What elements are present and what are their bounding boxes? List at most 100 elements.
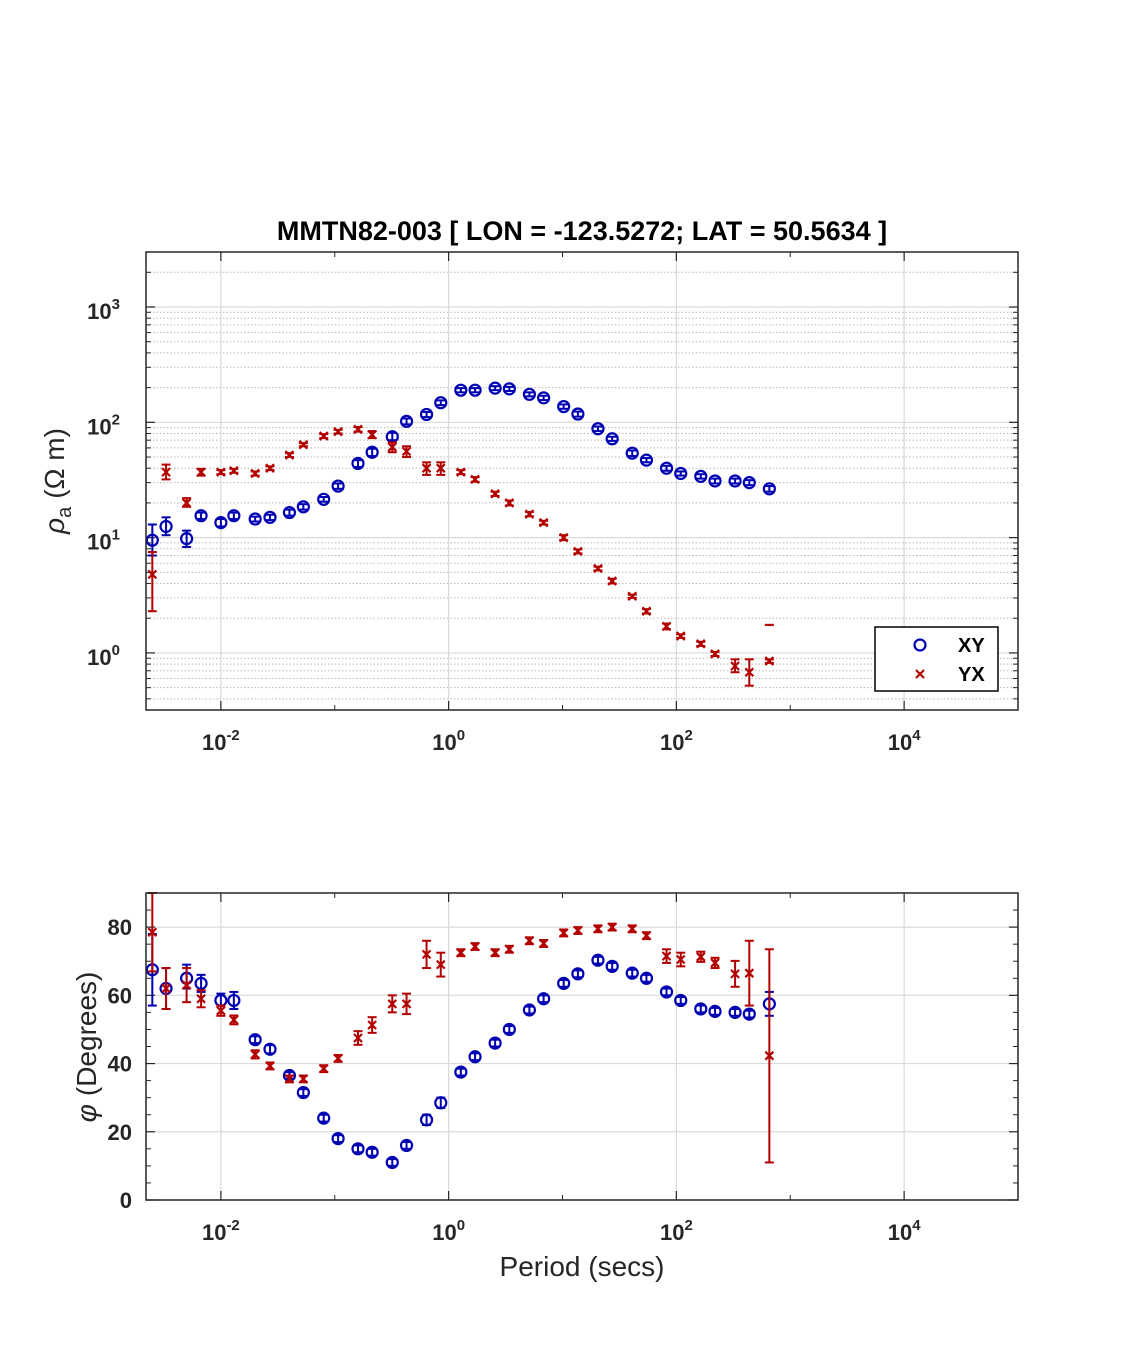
rho-yx-point (284, 450, 295, 460)
rho-yx-point-stroke (696, 639, 706, 649)
phi-yx-point (284, 1074, 295, 1084)
phi-xy-point (419, 1113, 434, 1127)
phi-symbol: φ (71, 1104, 102, 1122)
phi-yx-point-stroke (367, 1020, 377, 1030)
phi-xy-point (742, 1007, 756, 1021)
rho-yx-point-stroke (593, 563, 603, 574)
resistivity-data-marks (145, 381, 776, 687)
rho-xy-point (557, 399, 571, 414)
rho-yx-point-stroke (524, 509, 535, 519)
phi-xy-point (639, 971, 654, 985)
rho-xy-point (728, 474, 742, 488)
rho-x-tick-label: 100 (432, 727, 465, 755)
rho-y-tick-label: 103 (87, 296, 120, 324)
phi-yx-point (318, 1063, 329, 1074)
phi-yx-point-stroke (298, 1074, 309, 1084)
phi-yx-point (470, 941, 480, 952)
phi-yx-point (265, 1061, 275, 1071)
rho-unit: (Ω m) (39, 428, 70, 499)
phi-yx-point (250, 1049, 260, 1060)
rho-y-tick-label: 102 (87, 411, 120, 439)
phi-y-tick-label: 20 (108, 1120, 132, 1145)
rho-xy-point (282, 505, 297, 520)
phi-xy-point (488, 1036, 502, 1050)
phi-yx-point-stroke (764, 1050, 775, 1061)
phi-yx-point-stroke (284, 1074, 295, 1084)
rho-xy-point (762, 482, 776, 496)
phi-xy-point (468, 1050, 482, 1064)
legend-yx-label: YX (958, 664, 985, 686)
rho-yx-point (607, 576, 617, 586)
legend: XY YX (874, 626, 999, 692)
phi-yx-point-stroke (696, 952, 706, 962)
rho-yx-point (265, 463, 275, 473)
phi-xy-point (674, 993, 688, 1008)
rho-yx-point-stroke (710, 649, 720, 659)
phi-xy-point (694, 1002, 708, 1016)
rho-symbol: ρ (39, 518, 70, 535)
rho-xy-point (159, 519, 173, 534)
phi-yx-point (387, 999, 398, 1009)
rho-x-tick-label: 104 (888, 727, 921, 755)
rho-yx-point (710, 649, 720, 659)
rho-yx-point (641, 606, 652, 617)
phi-yx-point-stroke (627, 924, 638, 934)
phi-yx-point (196, 993, 206, 1004)
phi-yx-point (490, 947, 500, 958)
rho-xy-point (694, 469, 708, 483)
rho-y-tick-label: 101 (87, 527, 120, 555)
rho-yx-point-stroke (265, 463, 275, 473)
rho-xy-point (591, 422, 605, 436)
resistivity-panel: MMTN82-003 [ LON = -123.5272; LAT = 50.5… (39, 216, 1019, 755)
phi-yx-point (353, 1033, 363, 1043)
phi-yx-point (298, 1074, 309, 1084)
phi-unit: (Degrees) (71, 972, 102, 1096)
rho-yx-point (558, 532, 569, 543)
phi-yx-point (558, 928, 569, 938)
rho-yx-point-stroke (401, 446, 412, 457)
chart-title: MMTN82-003 [ LON = -123.5272; LAT = 50.5… (277, 216, 887, 246)
phi-yx-point-stroke (710, 958, 720, 968)
rho-xy-point (537, 391, 551, 405)
rho-xy-point (674, 466, 688, 481)
phi-xy-point (365, 1145, 379, 1159)
phi-xy-point (434, 1096, 448, 1110)
rho-xy-point (351, 456, 365, 471)
rho-yx-point-stroke (573, 546, 583, 557)
resistivity-y-axis-label: ρa (Ω m) (39, 428, 76, 535)
phi-xy-point (399, 1138, 414, 1153)
rho-xy-point (365, 445, 379, 459)
rho-xy-point (296, 500, 310, 514)
phi-yx-point-stroke (196, 993, 206, 1004)
phi-yx-point (744, 968, 755, 978)
rho-xy-point (659, 461, 674, 475)
phase-panel: 10-2 100 102 104 0 20 40 60 80 φ (Degrees) Period… (71, 892, 1019, 1282)
phi-yx-point-stroke (181, 980, 192, 990)
rho-yx-point-stroke (298, 439, 309, 450)
rho-yx-point (538, 517, 549, 528)
rho-xy-point (263, 510, 277, 524)
legend-xy-marker (913, 638, 927, 652)
resistivity-axis-ticks: 10-2 100 102 104 100 101 102 103 (87, 252, 1019, 755)
rho-xy-point (605, 432, 619, 446)
phi-yx-point-stroke (641, 930, 652, 941)
rho-xy-point (571, 407, 585, 421)
rho-yx-point-stroke (387, 442, 398, 452)
rho-yx-point (387, 442, 398, 452)
rho-yx-point (401, 446, 412, 457)
phi-yx-point-stroke (573, 925, 583, 936)
rho-yx-point-stroke (435, 463, 446, 473)
phi-yx-point-stroke (661, 951, 672, 961)
phi-y-tick-label: 80 (108, 915, 132, 940)
phi-xy-point (557, 976, 571, 990)
phi-yx-point (730, 969, 740, 979)
phi-yx-point (641, 930, 652, 941)
phi-yx-point (524, 935, 535, 946)
rho-x-tick-label: 102 (660, 727, 693, 755)
phi-yx-point (401, 999, 412, 1009)
rho-xy-point (488, 381, 502, 395)
rho-yx-point (298, 439, 309, 450)
rho-xy-point (317, 492, 331, 506)
rho-yx-point (627, 591, 638, 602)
rho-xy-point (194, 509, 208, 523)
